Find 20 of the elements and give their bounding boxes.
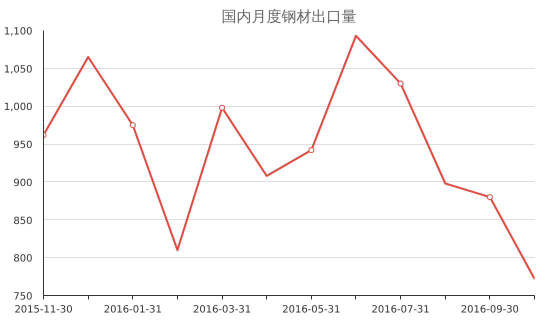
x-tick-label: 2016-09-30 [460,304,519,316]
y-tick-label: 950 [13,140,33,152]
point [308,147,314,154]
y-tick-label: 900 [13,178,33,189]
y-tick-label: 750 [13,292,33,302]
chart-title: 国内月度钢材出口量 [222,8,356,26]
y-tick-label: 1,000 [4,102,33,114]
x-tick-label: 2016-01-31 [104,304,162,316]
point [130,122,136,128]
y-tick-label: 1,100 [4,26,33,38]
y-tick-label: 850 [13,216,33,227]
y-tick-label: 800 [13,254,33,265]
x-tick-label: 2016-07-31 [372,304,430,316]
point [486,194,493,200]
x-tick-label: 2015-11-30 [14,304,73,316]
point [219,104,226,111]
x-tick-label: 2016-03-31 [192,304,252,316]
y-tick-label: 1,050 [4,64,33,76]
point [398,80,404,86]
x-tick-label: 2016-05-31 [282,304,340,316]
